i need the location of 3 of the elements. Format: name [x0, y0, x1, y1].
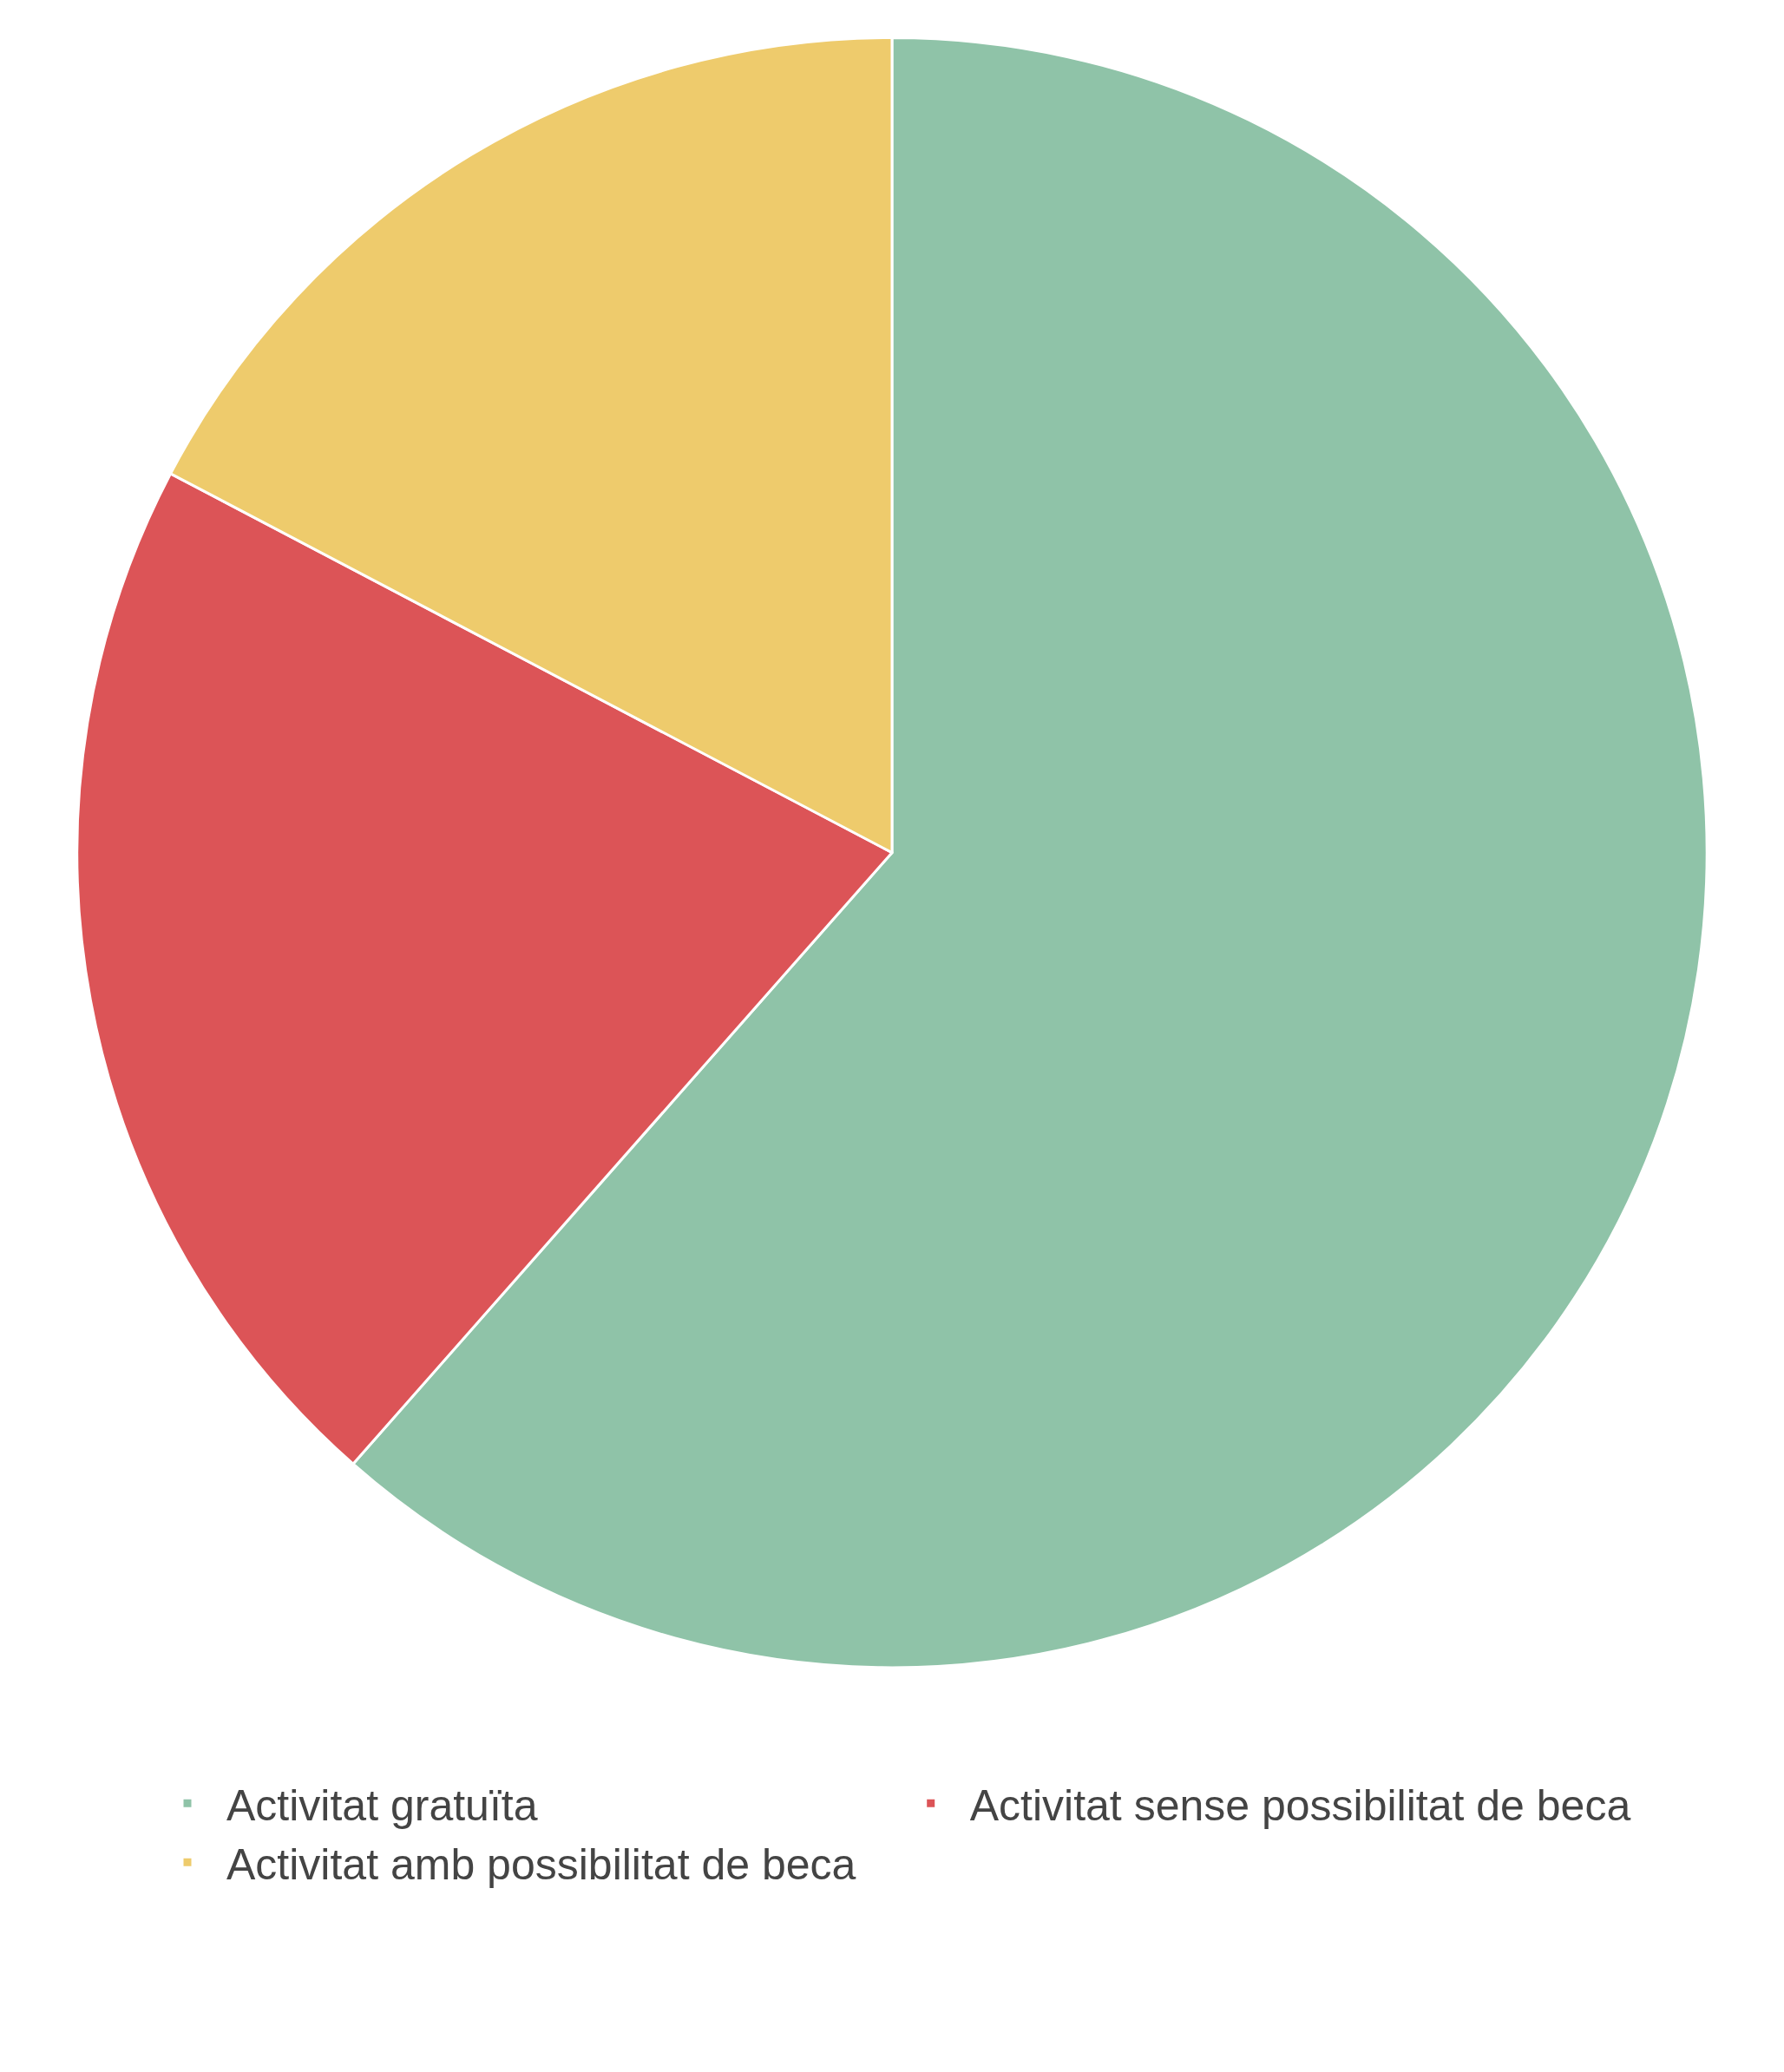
legend-label: Activitat sense possibilitat de beca: [969, 1780, 1631, 1830]
legend-label: Activitat amb possibilitat de beca: [226, 1839, 856, 1889]
legend-label: Activitat gratuïta: [226, 1780, 538, 1830]
